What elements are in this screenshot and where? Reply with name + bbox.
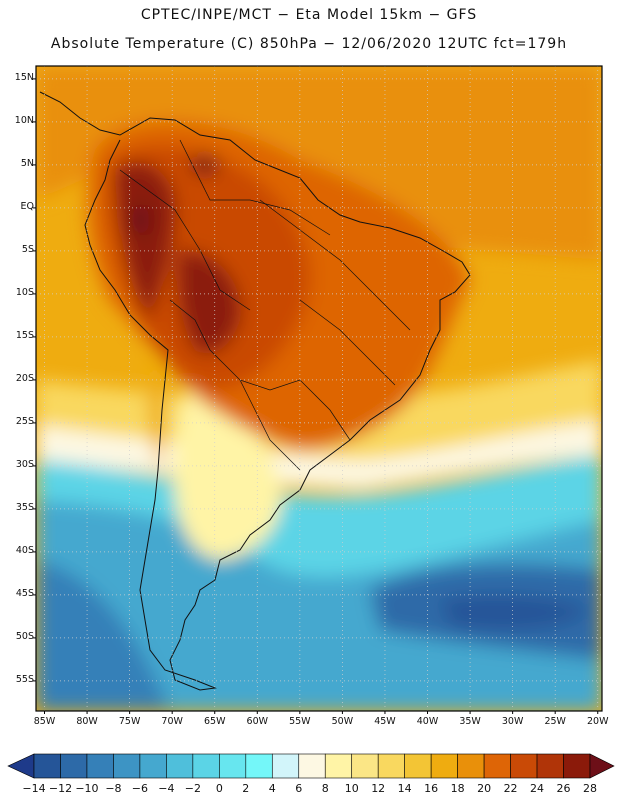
colorbar-tick-label: 18: [450, 782, 465, 795]
latitude-label: 40S: [15, 544, 34, 556]
longitude-label: 85W: [33, 716, 56, 727]
colorbar-tick-label: −4: [158, 782, 175, 795]
latitude-label: 10S: [15, 286, 34, 298]
colorbar-tick-label: 12: [371, 782, 386, 795]
latitude-label: 15S: [15, 329, 34, 341]
colorbar-swatch: [139, 753, 167, 779]
colorbar-swatch: [271, 753, 300, 779]
colorbar-swatch: [510, 753, 538, 779]
colorbar-tick-label: 26: [556, 782, 571, 795]
coastline: [39, 91, 471, 691]
longitude-label: 65W: [203, 716, 226, 727]
colorbar-tick-label: 24: [530, 782, 545, 795]
colorbar-swatch: [245, 753, 273, 779]
longitude-label: 75W: [118, 716, 141, 727]
colorbar-swatch: [351, 753, 379, 779]
colorbar-tick-label: 4: [268, 782, 276, 795]
colorbar-tick-label: −2: [184, 782, 201, 795]
colorbar-tick-label: −8: [105, 782, 122, 795]
latitude-label: EQ: [20, 200, 34, 212]
colorbar-tick-label: 2: [242, 782, 250, 795]
longitude-label: 40W: [416, 716, 439, 727]
colorbar-tick-label: 14: [397, 782, 412, 795]
colorbar-swatch: [377, 753, 405, 779]
map-title-line-1: CPTEC/INPE/MCT − Eta Model 15km − GFS: [140, 7, 478, 23]
colorbar-swatch: [219, 753, 247, 779]
longitude-label: 80W: [76, 716, 98, 727]
colorbar-swatch: [404, 753, 432, 779]
longitude-label: 30W: [501, 716, 524, 727]
colorbar-swatch: [113, 753, 141, 779]
map-frame: [35, 65, 603, 712]
latitude-label: 55S: [15, 673, 34, 685]
colorbar-swatch: [166, 753, 194, 779]
longitude-label: 35W: [459, 716, 481, 727]
map-title-line-2: Absolute Temperature (C) 850hPa − 12/06/…: [50, 36, 568, 52]
colorbar-swatch: [430, 753, 458, 779]
longitude-label: 55W: [289, 716, 311, 727]
latitude-label: 35S: [15, 501, 34, 513]
colorbar-tick-label: 20: [477, 782, 492, 795]
latitude-label: 50S: [15, 630, 34, 642]
temperature-field: [36, 66, 602, 711]
colorbar-tick-label: −12: [48, 782, 73, 795]
colorbar-tick-label: 0: [215, 782, 223, 795]
longitude-label: 25W: [544, 716, 566, 727]
longitude-label: 45W: [374, 716, 396, 727]
latitude-label: 5N: [20, 157, 34, 169]
colorbar-tick-label: 10: [344, 782, 359, 795]
longitude-label: 70W: [161, 716, 183, 727]
colorbar-swatch: [33, 753, 61, 779]
colorbar-tick-label: 22: [503, 782, 518, 795]
colorbar-swatch: [86, 753, 114, 779]
colorbar-tick-label: 8: [321, 782, 329, 795]
colorbar-tick-label: 6: [295, 782, 303, 795]
colorbar-swatch: [457, 753, 485, 779]
latitude-label: 45S: [15, 587, 34, 599]
colorbar-swatch: [483, 753, 511, 779]
country-borders: [119, 139, 411, 471]
latitude-label: 20S: [15, 372, 34, 384]
colorbar-swatch: [298, 753, 326, 779]
colorbar-tick-label: −14: [22, 782, 46, 795]
colorbar-swatch: [60, 753, 88, 779]
latitude-label: 15N: [14, 71, 34, 83]
colorbar: [7, 753, 615, 779]
latitude-label: 30S: [15, 458, 34, 470]
colorbar-swatch: [324, 753, 353, 779]
longitude-label: 50W: [331, 716, 354, 727]
colorbar-min-arrow: [7, 753, 35, 779]
colorbar-tick-label: 28: [583, 782, 597, 795]
latitude-label: 10N: [14, 114, 34, 126]
colorbar-max-arrow: [589, 753, 615, 779]
colorbar-swatch: [563, 753, 591, 779]
latitude-label: 5S: [21, 243, 34, 255]
longitude-label: 60W: [246, 716, 269, 727]
colorbar-swatch: [192, 753, 220, 779]
colorbar-swatch: [536, 753, 564, 779]
colorbar-tick-label: 16: [424, 782, 439, 795]
latitude-label: 25S: [15, 415, 34, 427]
longitude-label: 20W: [586, 716, 609, 727]
colorbar-tick-label: −10: [75, 782, 99, 795]
colorbar-tick-label: −6: [131, 782, 148, 795]
